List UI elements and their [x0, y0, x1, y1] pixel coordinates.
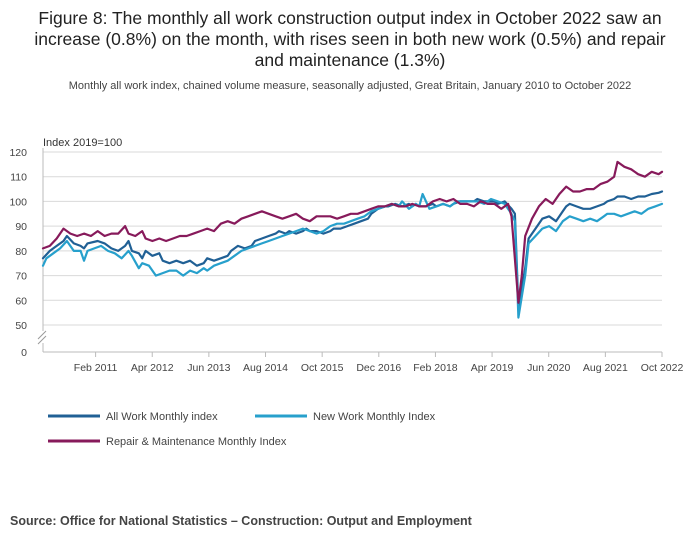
- x-tick-label: Jun 2013: [187, 362, 230, 374]
- y-tick-label: 80: [15, 246, 27, 258]
- y-tick-label: 50: [15, 320, 27, 332]
- y-tick-label: 120: [9, 147, 27, 159]
- y-tick-label: 90: [15, 221, 27, 233]
- x-tick-label: Apr 2012: [131, 362, 174, 374]
- series-line-new_work: [41, 192, 664, 319]
- series-line-all_work: [41, 190, 664, 309]
- axis-break-gap: [37, 331, 49, 343]
- x-tick-label: Oct 2015: [301, 362, 344, 374]
- x-tick-label: Dec 2016: [356, 362, 401, 374]
- x-tick-label: Jun 2020: [527, 362, 570, 374]
- x-tick-label: Aug 2014: [243, 362, 288, 374]
- legend-label-repair: Repair & Maintenance Monthly Index: [106, 436, 287, 448]
- legend-label-all_work: All Work Monthly index: [106, 411, 218, 423]
- chart-title: Figure 8: The monthly all work construct…: [34, 8, 666, 70]
- x-tick-label: Apr 2019: [471, 362, 514, 374]
- axis-break-mark: [37, 335, 47, 345]
- y-tick-label: 60: [15, 295, 27, 307]
- source-note: Source: Office for National Statistics –…: [10, 514, 472, 528]
- y-tick-label: 110: [10, 172, 27, 184]
- y-tick-label: 0: [21, 347, 27, 359]
- x-tick-label: Feb 2018: [413, 362, 458, 374]
- y-tick-label: 70: [15, 271, 27, 283]
- x-tick-label: Aug 2021: [583, 362, 628, 374]
- legend-label-new_work: New Work Monthly Index: [313, 411, 436, 423]
- x-tick-label: Feb 2011: [74, 362, 118, 374]
- series-line-repair: [41, 160, 664, 304]
- y-tick-label: 100: [9, 196, 27, 208]
- y-axis-label: Index 2019=100: [43, 137, 122, 149]
- x-tick-label: Oct 2022: [641, 362, 684, 374]
- axis-break-mark: [37, 330, 47, 340]
- chart-subtitle: Monthly all work index, chained volume m…: [68, 80, 632, 92]
